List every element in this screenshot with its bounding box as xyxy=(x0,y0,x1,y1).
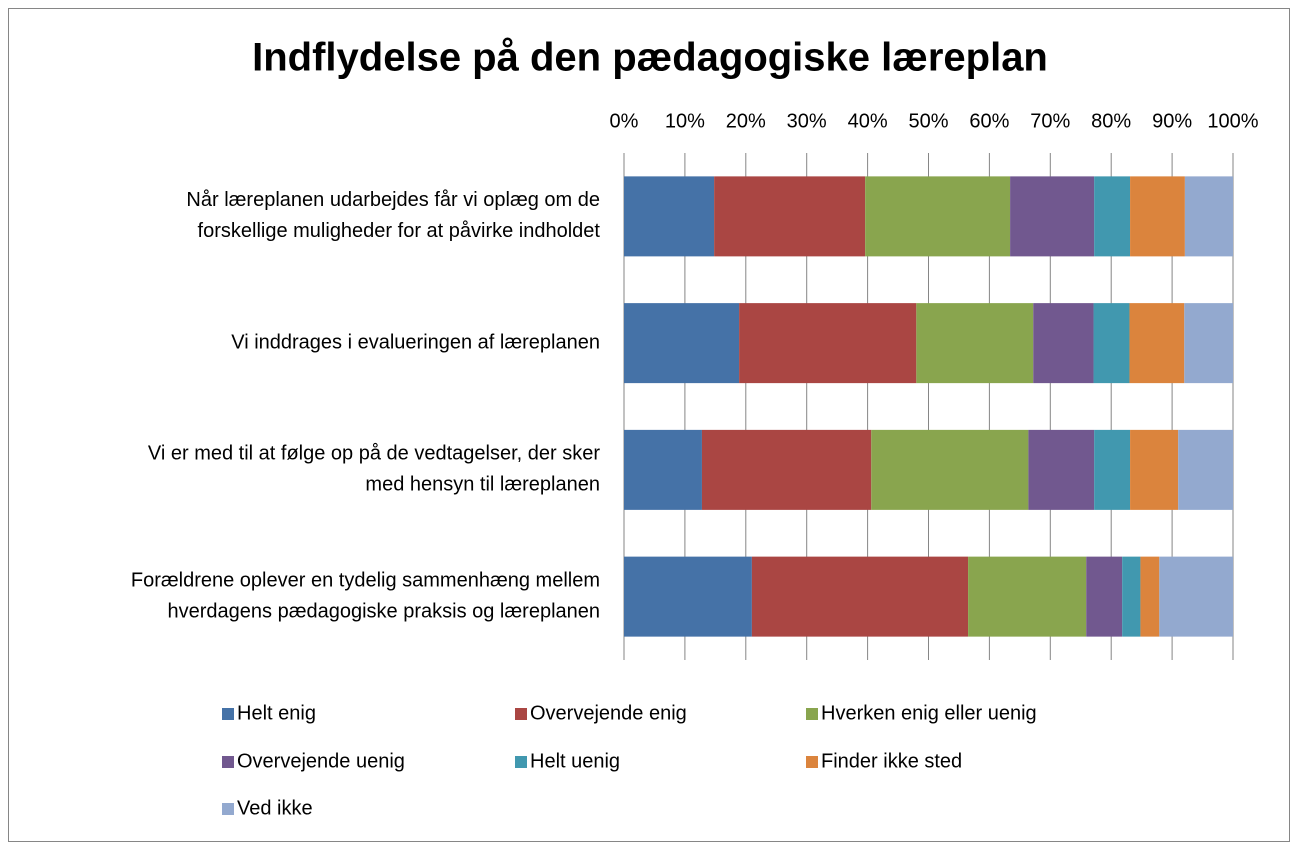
category-label: hverdagens pædagogiske praksis og lærepl… xyxy=(168,600,601,622)
bar-segment xyxy=(751,556,969,637)
x-tick-label: 0% xyxy=(610,110,639,132)
chart-frame xyxy=(8,8,1290,842)
bar-segment xyxy=(1130,176,1185,257)
x-tick-label: 90% xyxy=(1152,110,1192,132)
x-tick-label: 80% xyxy=(1091,110,1131,132)
bar-segment xyxy=(1033,303,1094,384)
legend-swatch xyxy=(222,708,234,720)
bar-segment xyxy=(1094,429,1131,510)
bar-segment xyxy=(1140,556,1160,637)
category-label: Vi inddrages i evalueringen af læreplane… xyxy=(231,331,600,353)
legend-swatch xyxy=(222,756,234,768)
bar-segment xyxy=(916,303,1034,384)
x-tick-label: 10% xyxy=(665,110,705,132)
x-tick-label: 70% xyxy=(1030,110,1070,132)
bar-segment xyxy=(624,303,740,384)
legend-label: Ved ikke xyxy=(237,797,313,819)
legend-swatch xyxy=(222,803,234,815)
bar-segment xyxy=(739,303,917,384)
bar-segment xyxy=(1094,176,1131,257)
bar-segment xyxy=(1028,429,1095,510)
bar-segment xyxy=(1086,556,1123,637)
category-label: Forældrene oplever en tydelig sammenhæng… xyxy=(131,569,600,591)
legend-swatch xyxy=(806,756,818,768)
chart-title: Indflydelse på den pædagogiske læreplan xyxy=(252,36,1048,80)
legend-label: Helt uenig xyxy=(530,750,620,772)
bar-segment xyxy=(1178,429,1233,510)
bar-segment xyxy=(1122,556,1141,637)
legend-label: Overvejende uenig xyxy=(237,750,405,772)
x-tick-label: 40% xyxy=(848,110,888,132)
bar-segment xyxy=(1184,176,1233,257)
category-label: med hensyn til læreplanen xyxy=(365,474,600,496)
bar-segment xyxy=(1129,303,1185,384)
bar-segment xyxy=(865,176,1011,257)
legend-swatch xyxy=(515,756,527,768)
x-tick-label: 20% xyxy=(726,110,766,132)
legend-label: Helt enig xyxy=(237,702,316,724)
legend-label: Hverken enig eller uenig xyxy=(821,702,1037,724)
legend-swatch xyxy=(515,708,527,720)
bar-segment xyxy=(1010,176,1095,257)
bar-segment xyxy=(714,176,866,257)
x-tick-label: 50% xyxy=(908,110,948,132)
bar-segment xyxy=(1093,303,1130,384)
legend-swatch xyxy=(806,708,818,720)
category-label: forskellige muligheder for at påvirke in… xyxy=(198,220,601,242)
bar-segment xyxy=(968,556,1087,637)
category-label: Vi er med til at følge op på de vedtagel… xyxy=(148,443,600,465)
x-tick-label: 60% xyxy=(969,110,1009,132)
bar-segment xyxy=(1130,429,1179,510)
x-tick-label: 30% xyxy=(787,110,827,132)
bar-segment xyxy=(1159,556,1233,637)
bar-segment xyxy=(624,556,752,637)
category-label: Når læreplanen udarbejdes får vi oplæg o… xyxy=(186,189,600,211)
legend-label: Overvejende enig xyxy=(530,702,687,724)
bar-segment xyxy=(871,429,1029,510)
bar-segment xyxy=(624,429,702,510)
bar-segment xyxy=(1184,303,1233,384)
x-tick-label: 100% xyxy=(1207,110,1258,132)
bar-segment xyxy=(624,176,715,257)
bar-segment xyxy=(701,429,872,510)
legend-label: Finder ikke sted xyxy=(821,750,962,772)
